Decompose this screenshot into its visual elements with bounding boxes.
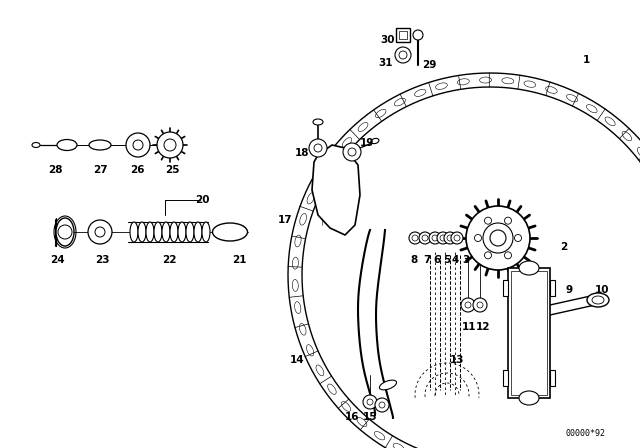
Text: 4: 4 [452, 255, 460, 265]
Text: 8: 8 [410, 255, 417, 265]
Bar [503, 370, 508, 386]
Bar [550, 370, 555, 386]
Circle shape [126, 133, 150, 157]
Ellipse shape [32, 142, 40, 147]
Text: 30: 30 [380, 35, 394, 45]
Text: 21: 21 [232, 255, 246, 265]
Circle shape [437, 232, 449, 244]
Circle shape [309, 139, 327, 157]
Circle shape [504, 252, 511, 259]
Text: 5: 5 [443, 255, 451, 265]
Ellipse shape [212, 223, 248, 241]
Text: 31: 31 [378, 58, 392, 68]
Ellipse shape [178, 222, 186, 242]
Text: 13: 13 [450, 355, 465, 365]
Text: 24: 24 [50, 255, 65, 265]
Ellipse shape [371, 138, 379, 144]
Text: 6: 6 [433, 255, 440, 265]
Circle shape [474, 234, 481, 241]
Ellipse shape [138, 222, 146, 242]
Circle shape [419, 232, 431, 244]
Bar [550, 280, 555, 296]
Circle shape [429, 232, 441, 244]
Text: 14: 14 [290, 355, 305, 365]
Ellipse shape [57, 139, 77, 151]
Ellipse shape [587, 293, 609, 307]
Text: 28: 28 [48, 165, 63, 175]
Polygon shape [312, 145, 360, 235]
Circle shape [363, 395, 377, 409]
Text: 27: 27 [93, 165, 108, 175]
Circle shape [473, 298, 487, 312]
Circle shape [409, 232, 421, 244]
Text: 22: 22 [162, 255, 177, 265]
Circle shape [88, 220, 112, 244]
Circle shape [461, 298, 475, 312]
Text: 16: 16 [345, 412, 360, 422]
Ellipse shape [380, 380, 397, 390]
Text: 9: 9 [565, 285, 572, 295]
Text: 25: 25 [165, 165, 179, 175]
Text: 10: 10 [595, 285, 609, 295]
Text: 11: 11 [462, 322, 477, 332]
Ellipse shape [89, 140, 111, 150]
Text: 3: 3 [462, 255, 469, 265]
Circle shape [451, 232, 463, 244]
Ellipse shape [519, 391, 539, 405]
Text: 26: 26 [130, 165, 145, 175]
Ellipse shape [130, 222, 138, 242]
Text: 15: 15 [363, 412, 378, 422]
Ellipse shape [162, 222, 170, 242]
Text: 7: 7 [423, 255, 430, 265]
Ellipse shape [146, 222, 154, 242]
Ellipse shape [186, 222, 194, 242]
Ellipse shape [170, 222, 178, 242]
Text: 00000*92: 00000*92 [565, 429, 605, 438]
Bar [503, 280, 508, 296]
Text: 12: 12 [476, 322, 490, 332]
Circle shape [444, 232, 456, 244]
Circle shape [395, 47, 411, 63]
Text: 1: 1 [583, 55, 590, 65]
Circle shape [515, 234, 522, 241]
Ellipse shape [202, 222, 210, 242]
Ellipse shape [313, 119, 323, 125]
Circle shape [466, 206, 530, 270]
Circle shape [413, 30, 423, 40]
Text: 29: 29 [422, 60, 436, 70]
Bar [511, 271, 547, 395]
Circle shape [375, 398, 389, 412]
Text: 20: 20 [195, 195, 209, 205]
Ellipse shape [194, 222, 202, 242]
Bar [396, 28, 410, 42]
Ellipse shape [56, 218, 74, 246]
Ellipse shape [154, 222, 162, 242]
Text: 17: 17 [278, 215, 292, 225]
Text: 2: 2 [560, 242, 567, 252]
Circle shape [157, 132, 183, 158]
Circle shape [484, 217, 492, 224]
Text: 19: 19 [360, 138, 374, 148]
Ellipse shape [519, 261, 539, 275]
Bar [399, 31, 407, 39]
Circle shape [343, 143, 361, 161]
Bar [508, 268, 550, 398]
Circle shape [484, 252, 492, 259]
Circle shape [504, 217, 511, 224]
Text: 18: 18 [295, 148, 310, 158]
Text: 23: 23 [95, 255, 109, 265]
